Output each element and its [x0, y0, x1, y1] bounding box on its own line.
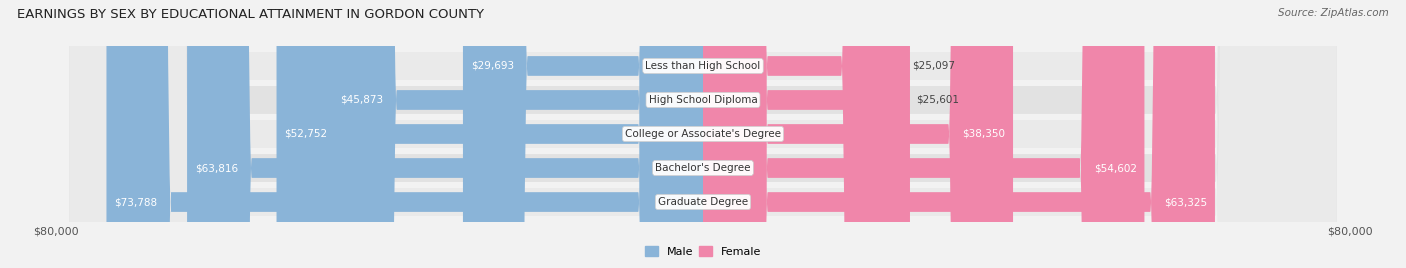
Text: $25,601: $25,601 — [917, 95, 959, 105]
Text: $54,602: $54,602 — [1094, 163, 1136, 173]
FancyBboxPatch shape — [69, 0, 1337, 268]
Text: $73,788: $73,788 — [114, 197, 157, 207]
Text: Source: ZipAtlas.com: Source: ZipAtlas.com — [1278, 8, 1389, 18]
Text: $25,097: $25,097 — [912, 61, 955, 71]
FancyBboxPatch shape — [703, 0, 1014, 268]
FancyBboxPatch shape — [187, 0, 703, 268]
Text: EARNINGS BY SEX BY EDUCATIONAL ATTAINMENT IN GORDON COUNTY: EARNINGS BY SEX BY EDUCATIONAL ATTAINMEN… — [17, 8, 484, 21]
FancyBboxPatch shape — [107, 0, 703, 268]
Text: $63,325: $63,325 — [1164, 197, 1208, 207]
FancyBboxPatch shape — [703, 0, 1215, 268]
FancyBboxPatch shape — [69, 0, 1337, 268]
Text: $45,873: $45,873 — [340, 95, 382, 105]
FancyBboxPatch shape — [703, 0, 905, 268]
Text: $52,752: $52,752 — [284, 129, 328, 139]
Text: Less than High School: Less than High School — [645, 61, 761, 71]
Text: $38,350: $38,350 — [962, 129, 1005, 139]
FancyBboxPatch shape — [703, 0, 1144, 268]
FancyBboxPatch shape — [703, 0, 910, 268]
Text: $29,693: $29,693 — [471, 61, 513, 71]
FancyBboxPatch shape — [332, 0, 703, 268]
Legend: Male, Female: Male, Female — [640, 242, 766, 261]
Text: $63,816: $63,816 — [195, 163, 238, 173]
Text: Graduate Degree: Graduate Degree — [658, 197, 748, 207]
Text: Bachelor's Degree: Bachelor's Degree — [655, 163, 751, 173]
Text: High School Diploma: High School Diploma — [648, 95, 758, 105]
Text: College or Associate's Degree: College or Associate's Degree — [626, 129, 780, 139]
FancyBboxPatch shape — [277, 0, 703, 268]
FancyBboxPatch shape — [69, 0, 1337, 268]
FancyBboxPatch shape — [463, 0, 703, 268]
FancyBboxPatch shape — [69, 0, 1337, 268]
FancyBboxPatch shape — [69, 0, 1337, 268]
